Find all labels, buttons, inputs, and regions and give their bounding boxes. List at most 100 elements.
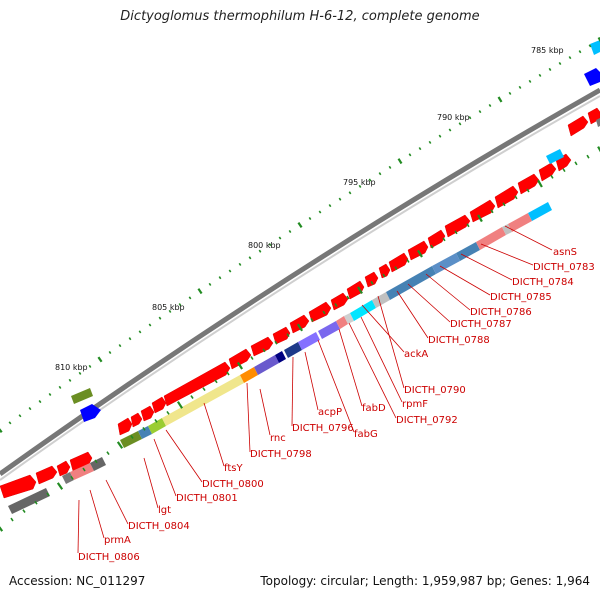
major-tick xyxy=(297,221,303,229)
minor-tick xyxy=(508,91,512,95)
minor-tick xyxy=(274,340,278,345)
gene-label-DICTH_0786: DICTH_0786 xyxy=(470,307,532,318)
gene-arrow xyxy=(56,460,71,477)
gene-band xyxy=(70,463,94,480)
major-tick xyxy=(0,526,4,532)
minor-tick xyxy=(338,197,342,201)
leader-DICTH_0787 xyxy=(407,283,451,323)
forward-strand-genes xyxy=(0,107,600,499)
gene-band xyxy=(350,300,376,321)
gene-arrow xyxy=(130,412,143,428)
minor-tick xyxy=(268,243,272,247)
minor-tick xyxy=(34,500,38,505)
gene-arrow xyxy=(469,199,496,223)
minor-tick xyxy=(488,103,492,108)
minor-tick xyxy=(548,67,552,72)
minor-tick xyxy=(46,492,50,497)
minor-tick xyxy=(168,309,172,313)
minor-tick xyxy=(10,517,14,522)
minor-tick xyxy=(568,56,572,60)
minor-tick xyxy=(190,395,194,399)
minor-tick xyxy=(108,350,112,355)
minor-tick xyxy=(158,316,162,320)
gene-arrow xyxy=(427,229,446,249)
tick-label-785: 785 kbp xyxy=(531,46,564,55)
gene-label-rnc: rnc xyxy=(270,433,286,444)
minor-tick xyxy=(574,161,578,166)
gene-band xyxy=(336,316,348,329)
gene-arrow xyxy=(346,280,365,300)
minor-tick xyxy=(428,140,432,144)
gene-label-DICTH_0785: DICTH_0785 xyxy=(490,292,552,303)
gene-band xyxy=(476,227,506,250)
gene-arrow xyxy=(163,361,231,407)
minor-tick xyxy=(550,174,554,179)
minor-tick xyxy=(130,435,134,439)
gene-band xyxy=(344,313,354,324)
minor-tick xyxy=(538,73,542,77)
minor-tick xyxy=(578,50,582,54)
major-tick xyxy=(56,482,64,490)
gene-label-rpmF: rpmF xyxy=(402,399,428,410)
leader-asnS xyxy=(504,225,553,251)
minor-tick xyxy=(228,269,232,273)
minor-tick xyxy=(586,154,590,159)
minor-tick xyxy=(94,459,98,464)
minor-tick xyxy=(418,147,422,151)
leader-DICTH_0790 xyxy=(377,295,405,389)
major-tick xyxy=(397,158,403,165)
gene-arrow xyxy=(151,396,167,414)
minor-tick xyxy=(288,229,292,234)
minor-tick xyxy=(286,333,290,338)
gene-band xyxy=(71,388,93,404)
leader-prmA xyxy=(89,489,105,539)
minor-tick xyxy=(394,266,398,271)
major-tick xyxy=(0,428,3,433)
gene-label-ackA: ackA xyxy=(404,349,428,360)
major-tick xyxy=(176,401,184,409)
major-tick xyxy=(197,288,203,295)
gene-band xyxy=(120,431,142,448)
gene-label-DICTH_0784: DICTH_0784 xyxy=(512,277,574,288)
minor-tick xyxy=(218,276,222,280)
leader-rpmF xyxy=(360,316,403,403)
leader-DICTH_0785 xyxy=(439,265,491,296)
minor-tick xyxy=(358,184,362,188)
leader-rnc xyxy=(259,388,271,436)
minor-tick xyxy=(258,249,262,253)
gene-label-DICTH_0800: DICTH_0800 xyxy=(202,479,264,490)
leader-DICTH_0796 xyxy=(291,356,294,427)
inner-ticks xyxy=(0,146,600,532)
gene-arrow xyxy=(517,173,540,195)
minor-tick xyxy=(106,451,110,456)
major-tick xyxy=(497,96,503,103)
minor-tick xyxy=(238,262,242,266)
minor-tick xyxy=(248,256,252,260)
minor-tick xyxy=(514,195,518,200)
gene-band xyxy=(456,242,480,261)
leader-DICTH_0801 xyxy=(153,438,177,497)
minor-tick xyxy=(308,216,312,221)
gene-label-DICTH_0798: DICTH_0798 xyxy=(250,449,312,460)
major-tick xyxy=(236,361,244,370)
major-tick xyxy=(417,249,423,258)
minor-tick xyxy=(68,378,72,382)
minor-tick xyxy=(154,418,158,423)
gene-label-lgt: lgt xyxy=(158,505,171,516)
gene-label-prmA: prmA xyxy=(104,535,131,546)
minor-tick xyxy=(208,282,212,286)
gene-band xyxy=(138,426,152,439)
minor-tick xyxy=(138,330,142,334)
minor-tick xyxy=(38,400,42,404)
gene-arrow xyxy=(35,465,58,485)
gene-band xyxy=(546,149,564,164)
gene-label-DICTH_0790: DICTH_0790 xyxy=(404,385,466,396)
gene-label-ftsY: ftsY xyxy=(224,463,243,474)
minor-tick xyxy=(558,61,562,66)
minor-tick xyxy=(22,509,26,513)
gene-arrow xyxy=(494,185,519,209)
gene-label-fabG: fabG xyxy=(354,429,378,440)
minor-tick xyxy=(278,236,282,240)
outer-track-genes xyxy=(71,40,600,422)
minor-tick xyxy=(466,223,470,228)
